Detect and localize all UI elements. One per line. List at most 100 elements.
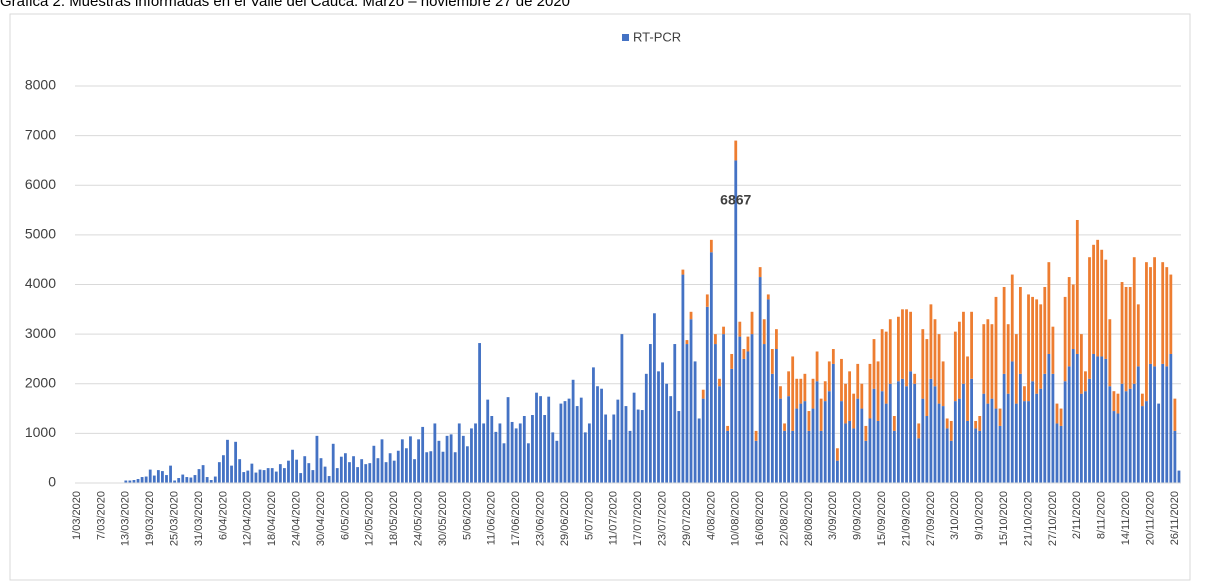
bar [701, 398, 705, 483]
bar [449, 434, 453, 483]
bar [1165, 267, 1169, 367]
x-tick-label: 17/06/2020 [510, 491, 522, 546]
bar [555, 440, 559, 483]
bar [876, 361, 880, 421]
bar [990, 398, 994, 483]
bar [966, 356, 969, 421]
bar [201, 465, 205, 483]
bar [897, 316, 900, 382]
bar [1104, 259, 1108, 359]
bar [482, 423, 486, 483]
x-tick-label: 9/09/2020 [852, 491, 864, 540]
bar [1006, 393, 1010, 483]
x-tick-label: 30/05/2020 [437, 491, 449, 546]
bar [238, 459, 242, 483]
bar [457, 423, 461, 483]
bar [953, 331, 957, 402]
bar [913, 373, 917, 384]
bar [421, 426, 425, 483]
bar [677, 411, 681, 483]
bar [827, 391, 831, 483]
bar [823, 401, 827, 483]
bar [689, 319, 693, 483]
x-tick-label: 23/06/2020 [534, 491, 546, 546]
bar [315, 435, 319, 483]
bar [876, 420, 880, 483]
bar [762, 319, 766, 345]
x-tick-label: 27/09/2020 [925, 491, 937, 546]
bar [1079, 334, 1083, 394]
y-tick-label: 3000 [25, 325, 56, 341]
bar [819, 398, 823, 431]
bar [486, 399, 490, 483]
chart-title: Gráfica 2. Muestras informadas en el Val… [0, 0, 570, 10]
bar [941, 406, 945, 483]
bar [742, 358, 746, 483]
bar [917, 438, 921, 483]
y-tick-label: 5000 [25, 226, 56, 242]
bar [766, 294, 770, 300]
bar [953, 401, 957, 483]
bar [783, 423, 786, 431]
bar [689, 311, 693, 320]
bar [978, 416, 982, 431]
x-tick-label: 28/08/2020 [803, 491, 815, 546]
bar [669, 396, 673, 483]
bar [1035, 393, 1039, 483]
bar [1071, 349, 1075, 483]
bar [929, 304, 933, 379]
bar [152, 475, 156, 483]
bar [957, 398, 961, 483]
x-tick-label: 20/11/2020 [1144, 491, 1156, 545]
bar [1063, 381, 1067, 483]
bar [754, 430, 758, 441]
bar [949, 440, 953, 483]
bar [230, 465, 233, 483]
x-tick-label: 13/03/2020 [120, 491, 132, 546]
bar [1092, 244, 1095, 354]
bar [856, 363, 860, 399]
bar [1075, 219, 1079, 354]
bar [1014, 334, 1018, 404]
bar [746, 336, 750, 352]
bar [283, 468, 286, 483]
legend-swatch [622, 34, 629, 41]
bar [177, 478, 181, 483]
bar [1010, 361, 1014, 483]
bar [335, 468, 339, 483]
bar [1140, 393, 1144, 407]
bar [624, 406, 628, 483]
bar [376, 458, 380, 483]
bar [453, 452, 457, 483]
bar [128, 480, 132, 483]
bar [640, 410, 644, 483]
x-tick-label: 6/04/2020 [217, 491, 229, 540]
bar [636, 409, 640, 483]
bar [982, 324, 986, 394]
bar [970, 378, 973, 483]
bar [1120, 282, 1124, 384]
bar [925, 416, 929, 483]
bar [193, 475, 197, 483]
bar [1027, 401, 1030, 483]
bar [901, 378, 904, 483]
bar [299, 473, 303, 483]
bar [547, 396, 551, 483]
bar [498, 423, 502, 483]
y-tick-label: 4000 [25, 275, 56, 291]
bar [169, 465, 172, 483]
bar [941, 361, 945, 407]
bar [502, 443, 506, 483]
bar [738, 321, 742, 337]
bar [937, 403, 941, 483]
bar [750, 334, 754, 483]
bar [1031, 381, 1034, 483]
bar [531, 415, 534, 483]
bar [437, 440, 441, 483]
x-tick-label: 5/06/2020 [461, 491, 473, 540]
bar [775, 329, 778, 350]
bar [1100, 356, 1104, 483]
legend-label: RT-PCR [633, 29, 681, 44]
bar [604, 414, 608, 483]
x-tick-label: 5/07/2020 [583, 491, 595, 540]
